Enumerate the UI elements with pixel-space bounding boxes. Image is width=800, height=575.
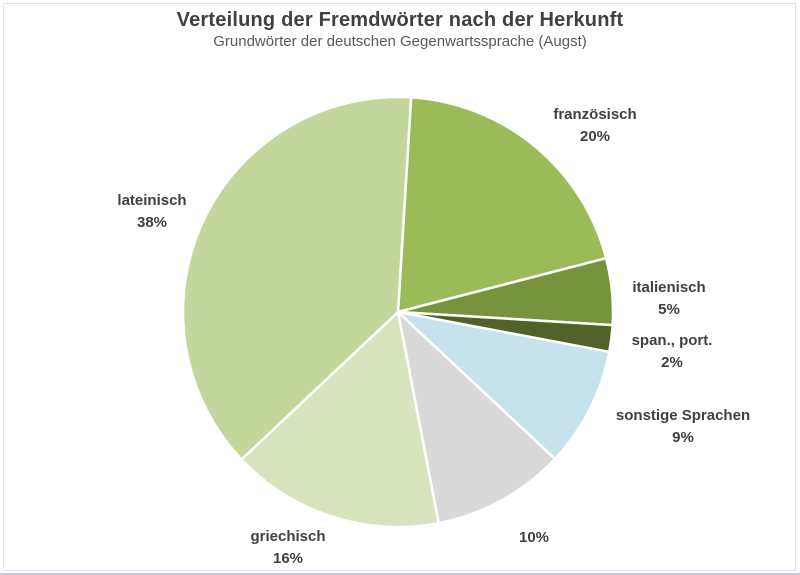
pie-slice bbox=[396, 310, 557, 525]
pie-slice-label: sonstige Sprachen 9% bbox=[616, 405, 750, 449]
pie-slice bbox=[396, 310, 611, 461]
pie-slice-label: französisch 20% bbox=[553, 104, 636, 148]
chart-subtitle: Grundwörter der deutschen Gegenwartsspra… bbox=[213, 33, 587, 50]
slice-percent-text: 9% bbox=[672, 429, 694, 446]
slice-percent-text: 10% bbox=[518, 529, 550, 546]
slice-name-text: span., port. bbox=[631, 332, 713, 349]
slice-name-text: lateinisch bbox=[117, 192, 187, 209]
pie-slice-label: griechisch 16% bbox=[250, 526, 325, 570]
pie-slice-label: italienisch 5% bbox=[632, 277, 705, 321]
slice-name-text: französisch bbox=[553, 106, 637, 123]
pie-slice-label: 10% bbox=[519, 527, 549, 549]
slice-percent-text: 16% bbox=[272, 550, 304, 567]
pie-slice bbox=[181, 95, 413, 461]
slice-name-text: italienisch bbox=[632, 279, 706, 296]
slice-name-text: sonstige Sprachen bbox=[615, 407, 751, 424]
slice-percent-text: 20% bbox=[579, 128, 611, 145]
pie-slice-label: lateinisch 38% bbox=[117, 190, 186, 234]
slice-percent-text: 2% bbox=[661, 354, 683, 371]
slice-percent-text: 5% bbox=[658, 301, 680, 318]
pie-slice bbox=[240, 310, 440, 529]
pie-slice-label: span., port. 2% bbox=[632, 330, 713, 374]
bottom-edge-line bbox=[0, 573, 800, 575]
chart-title: Verteilung der Fremdwörter nach der Herk… bbox=[176, 9, 624, 31]
slice-name-text: griechisch bbox=[250, 528, 326, 545]
pie-slice bbox=[396, 96, 608, 314]
slice-percent-text: 38% bbox=[136, 214, 168, 231]
